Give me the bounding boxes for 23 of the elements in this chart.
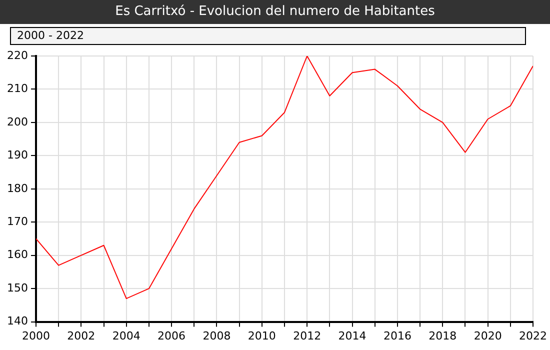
x-tick-label: 2022 bbox=[519, 329, 548, 342]
chart-title: Es Carritxó - Evolucion del numero de Habitantes bbox=[0, 0, 550, 24]
x-tick-label: 2006 bbox=[158, 329, 186, 342]
x-tick-label: 2010 bbox=[248, 329, 276, 342]
y-tick-label: 140 bbox=[6, 314, 28, 328]
y-tick-label: 210 bbox=[6, 82, 28, 96]
y-tick-label: 180 bbox=[6, 182, 28, 195]
x-tick-label: 2000 bbox=[22, 329, 50, 342]
y-tick-label: 150 bbox=[6, 281, 28, 294]
y-tick-label: 200 bbox=[6, 115, 28, 128]
y-tick-label: 170 bbox=[6, 214, 28, 228]
x-tick-label: 2008 bbox=[202, 329, 231, 342]
x-tick-label: 2014 bbox=[338, 329, 366, 342]
x-tick-label: 2002 bbox=[67, 329, 96, 342]
y-tick-label: 190 bbox=[6, 148, 28, 162]
y-tick-label: 220 bbox=[6, 48, 28, 62]
x-tick-label: 2012 bbox=[293, 329, 322, 342]
x-tick-label: 2004 bbox=[112, 329, 140, 342]
x-tick-label: 2020 bbox=[474, 329, 502, 342]
chart-subtitle: 2000 - 2022 bbox=[10, 27, 526, 45]
y-tick-label: 160 bbox=[6, 248, 28, 262]
x-tick-label: 2016 bbox=[383, 329, 412, 342]
x-tick-label: 2018 bbox=[428, 329, 457, 342]
